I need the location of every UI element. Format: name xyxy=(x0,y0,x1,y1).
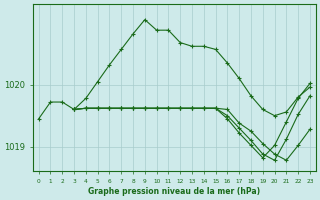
X-axis label: Graphe pression niveau de la mer (hPa): Graphe pression niveau de la mer (hPa) xyxy=(88,187,260,196)
